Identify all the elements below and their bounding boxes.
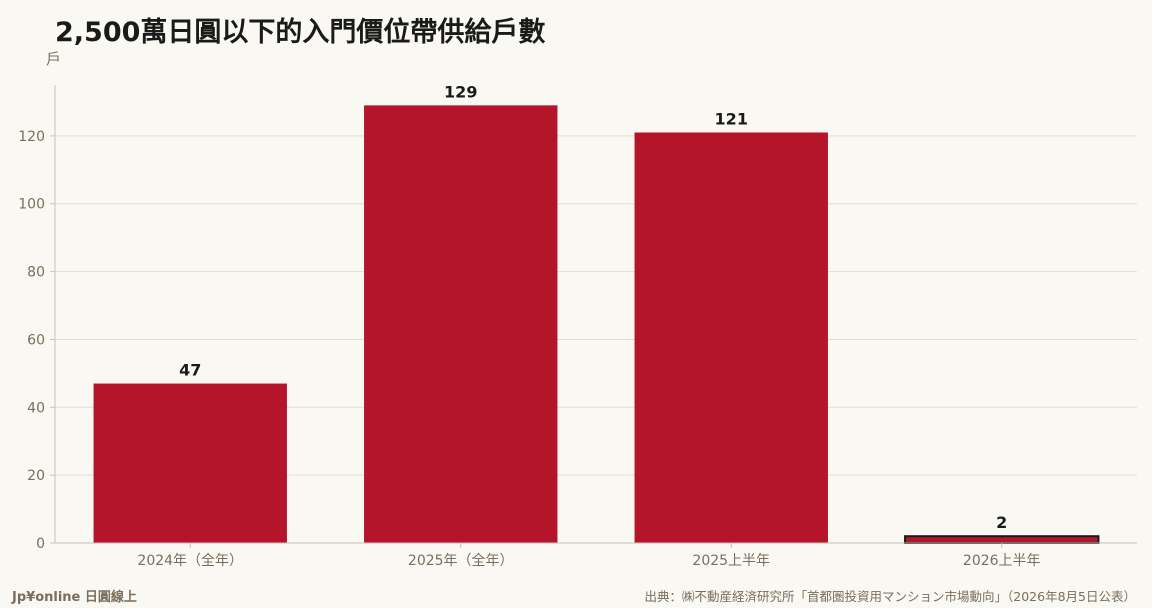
x-tick-label: 2025上半年	[692, 553, 770, 569]
data-label: 47	[179, 361, 201, 380]
x-tick-label: 2025年（全年）	[408, 552, 514, 569]
y-tick-label: 60	[27, 332, 45, 348]
y-tick-label: 0	[36, 536, 45, 552]
footer-brand: Jp¥online 日圓線上	[12, 590, 137, 605]
chart-title: 2,500萬日圓以下的入門價位帶供給戶數	[55, 17, 546, 48]
bar	[634, 132, 828, 544]
y-tick-label: 100	[18, 197, 45, 213]
y-axis-unit-label: 戶	[46, 50, 62, 68]
bar	[904, 535, 1100, 545]
x-tick-label: 2024年（全年）	[137, 552, 243, 569]
bar	[364, 105, 558, 543]
footer-source: 出典：㈱不動産経済研究所「首都圏投資用マンション市場動向」（2026年8月5日公…	[644, 589, 1136, 604]
data-label: 121	[715, 109, 748, 128]
x-tick-label: 2026上半年	[963, 553, 1041, 569]
y-tick-label: 80	[27, 265, 45, 281]
data-label: 129	[444, 82, 477, 101]
y-tick-label: 120	[18, 129, 45, 145]
y-tick-label: 40	[27, 400, 45, 416]
bar	[93, 383, 287, 543]
y-tick-label: 20	[27, 468, 45, 484]
data-label: 2	[996, 513, 1007, 532]
